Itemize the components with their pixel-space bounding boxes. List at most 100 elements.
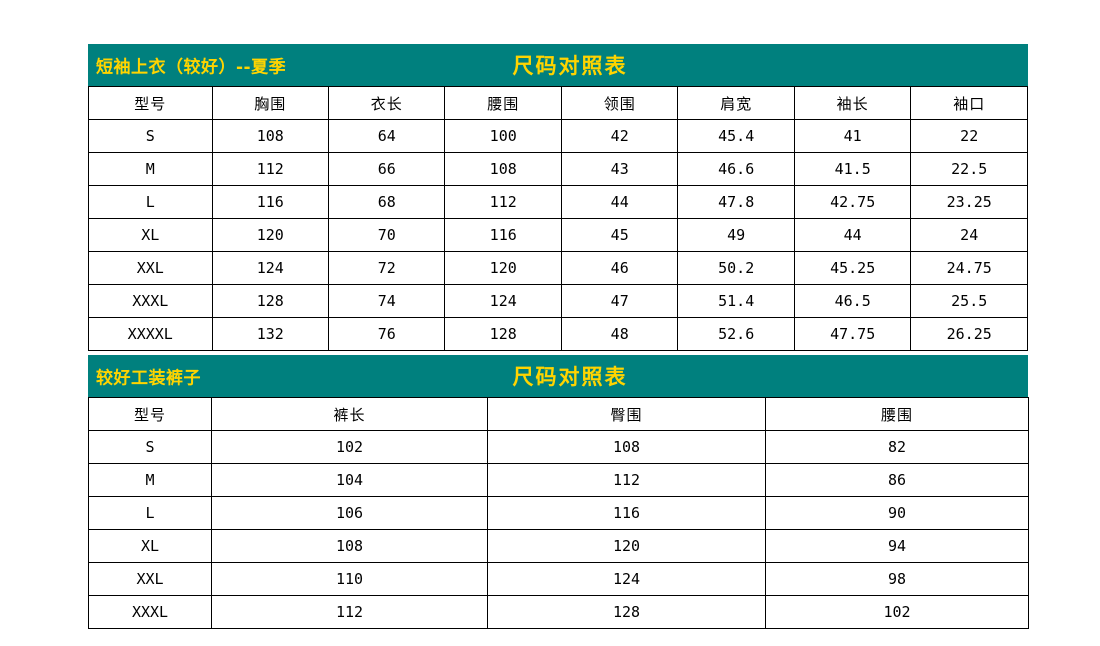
table-row: XL 120 70 116 45 49 44 24 xyxy=(88,218,1028,252)
shirt-cell: 48 xyxy=(560,317,679,351)
pants-column-header-1: 裤长 xyxy=(211,397,488,431)
pants-size-label: XXXL xyxy=(88,595,212,629)
shirt-cell: 41.5 xyxy=(793,152,912,186)
pants-table-banner-left-label: 较好工装裤子 xyxy=(96,368,201,389)
shirt-table-header-row: 型号 胸围 衣长 腰围 领围 肩宽 袖长 袖口 xyxy=(88,86,1028,120)
pants-size-label: XXL xyxy=(88,562,212,596)
table-row: XXXL 128 74 124 47 51.4 46.5 25.5 xyxy=(88,284,1028,318)
shirt-table-body: S 108 64 100 42 45.4 41 22 M 112 66 108 43 46.6 41.5 22… xyxy=(88,119,1028,351)
pants-cell: 128 xyxy=(487,595,766,629)
pants-table-banner: 较好工装裤子 尺码对照表 xyxy=(88,355,1028,397)
table-row: L 116 68 112 44 47.8 42.75 23.25 xyxy=(88,185,1028,219)
table-row: XL 108 120 94 xyxy=(88,529,1029,563)
shirt-cell: 52.6 xyxy=(677,317,795,351)
shirt-cell: 22 xyxy=(910,119,1028,153)
shirt-cell: 120 xyxy=(444,251,562,285)
shirt-cell: 72 xyxy=(327,251,446,285)
shirt-size-label: XL xyxy=(88,218,213,252)
pants-size-label: M xyxy=(88,463,212,497)
shirt-cell: 68 xyxy=(327,185,446,219)
shirt-cell: 50.2 xyxy=(677,251,795,285)
shirt-cell: 41 xyxy=(793,119,912,153)
shirt-cell: 108 xyxy=(444,152,562,186)
pants-table-body: S 102 108 82 M 104 112 86 L 106 116 90 XL 108 120 94 XXL… xyxy=(88,430,1029,629)
shirt-cell: 124 xyxy=(444,284,562,318)
shirt-size-label: XXXL xyxy=(88,284,213,318)
shirt-cell: 44 xyxy=(793,218,912,252)
shirt-cell: 49 xyxy=(677,218,795,252)
shirt-cell: 100 xyxy=(444,119,562,153)
table-separator xyxy=(88,351,1028,355)
pants-cell: 112 xyxy=(487,463,766,497)
shirt-column-header-1: 胸围 xyxy=(211,86,330,120)
pants-cell: 86 xyxy=(765,463,1029,497)
shirt-cell: 112 xyxy=(211,152,330,186)
table-row: XXL 124 72 120 46 50.2 45.25 24.75 xyxy=(88,251,1028,285)
shirt-size-table: 型号 胸围 衣长 腰围 领围 肩宽 袖长 袖口 S 108 64 100 42 45.4 41 22 M 112… xyxy=(88,86,1028,351)
pants-cell: 108 xyxy=(487,430,766,464)
shirt-cell: 64 xyxy=(327,119,446,153)
pants-cell: 106 xyxy=(211,496,488,530)
pants-cell: 104 xyxy=(211,463,488,497)
pants-cell: 90 xyxy=(765,496,1029,530)
pants-table-title-text: 尺码对照表 xyxy=(512,365,628,389)
table-row: M 112 66 108 43 46.6 41.5 22.5 xyxy=(88,152,1028,186)
shirt-cell: 42 xyxy=(560,119,679,153)
shirt-size-label: L xyxy=(88,185,213,219)
shirt-cell: 124 xyxy=(211,251,330,285)
table-row: XXXXL 132 76 128 48 52.6 47.75 26.25 xyxy=(88,317,1028,351)
shirt-size-label: XXXXL xyxy=(88,317,213,351)
shirt-cell: 66 xyxy=(327,152,446,186)
pants-table-header-row: 型号 裤长 臀围 腰围 xyxy=(88,397,1029,431)
shirt-cell: 45.25 xyxy=(793,251,912,285)
pants-cell: 110 xyxy=(211,562,488,596)
pants-column-header-0: 型号 xyxy=(88,397,212,431)
shirt-cell: 51.4 xyxy=(677,284,795,318)
pants-cell: 120 xyxy=(487,529,766,563)
shirt-cell: 25.5 xyxy=(910,284,1028,318)
pants-size-table: 型号 裤长 臀围 腰围 S 102 108 82 M 104 112 86 L 106 116 90 XL 10… xyxy=(88,397,1029,629)
table-row: XXXL 112 128 102 xyxy=(88,595,1029,629)
shirt-cell: 47.75 xyxy=(793,317,912,351)
shirt-table-title-text: 尺码对照表 xyxy=(512,54,628,78)
shirt-column-header-2: 衣长 xyxy=(327,86,446,120)
shirt-size-label: S xyxy=(88,119,213,153)
shirt-cell: 26.25 xyxy=(910,317,1028,351)
shirt-table-banner-left-label: 短袖上衣（较好）--夏季 xyxy=(96,57,287,78)
table-row: L 106 116 90 xyxy=(88,496,1029,530)
pants-cell: 102 xyxy=(765,595,1029,629)
pants-cell: 112 xyxy=(211,595,488,629)
table-row: S 108 64 100 42 45.4 41 22 xyxy=(88,119,1028,153)
pants-cell: 98 xyxy=(765,562,1029,596)
shirt-cell: 24 xyxy=(910,218,1028,252)
shirt-cell: 116 xyxy=(211,185,330,219)
pants-column-header-3: 腰围 xyxy=(765,397,1029,431)
shirt-column-header-3: 腰围 xyxy=(444,86,562,120)
table-row: M 104 112 86 xyxy=(88,463,1029,497)
shirt-cell: 46.5 xyxy=(793,284,912,318)
shirt-cell: 24.75 xyxy=(910,251,1028,285)
shirt-column-header-7: 袖口 xyxy=(910,86,1028,120)
pants-size-label: XL xyxy=(88,529,212,563)
shirt-cell: 76 xyxy=(327,317,446,351)
shirt-cell: 42.75 xyxy=(793,185,912,219)
shirt-cell: 47 xyxy=(560,284,679,318)
pants-cell: 124 xyxy=(487,562,766,596)
table-row: S 102 108 82 xyxy=(88,430,1029,464)
shirt-cell: 22.5 xyxy=(910,152,1028,186)
shirt-cell: 128 xyxy=(211,284,330,318)
shirt-cell: 45.4 xyxy=(677,119,795,153)
shirt-cell: 112 xyxy=(444,185,562,219)
shirt-cell: 43 xyxy=(560,152,679,186)
shirt-column-header-6: 袖长 xyxy=(793,86,912,120)
pants-table-banner-title: 尺码对照表 xyxy=(88,361,1028,391)
pants-column-header-2: 臀围 xyxy=(487,397,766,431)
size-chart-sheet: 短袖上衣（较好）--夏季 尺码对照表 型号 胸围 衣长 腰围 领围 肩宽 袖长 袖口 S 108… xyxy=(88,44,1029,629)
shirt-cell: 70 xyxy=(327,218,446,252)
pants-cell: 94 xyxy=(765,529,1029,563)
shirt-cell: 23.25 xyxy=(910,185,1028,219)
table-row: XXL 110 124 98 xyxy=(88,562,1029,596)
shirt-cell: 116 xyxy=(444,218,562,252)
shirt-column-header-0: 型号 xyxy=(88,86,213,120)
